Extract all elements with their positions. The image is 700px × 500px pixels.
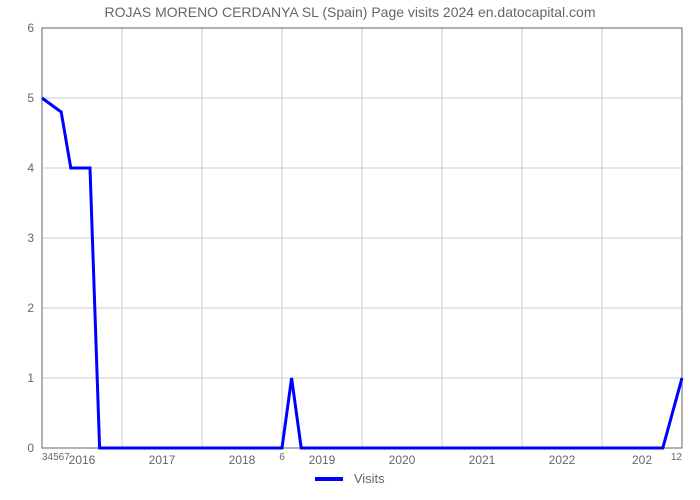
x-tick-label: 2021: [469, 453, 496, 467]
x-sub-mid: 6: [279, 452, 285, 463]
x-tick-label: 2020: [389, 453, 416, 467]
chart-plot: 0123456201620172018201920202021202220234…: [0, 0, 700, 500]
legend-swatch: [315, 477, 343, 481]
x-tick-label: 2022: [549, 453, 576, 467]
y-tick-label: 4: [27, 161, 34, 175]
x-tick-label: 2019: [309, 453, 336, 467]
x-tick-label: 2018: [229, 453, 256, 467]
y-tick-label: 1: [27, 371, 34, 385]
x-tick-label: 2016: [69, 453, 96, 467]
x-tick-label: 202: [632, 453, 652, 467]
x-corner-left: 34567: [42, 452, 70, 463]
y-tick-label: 2: [27, 301, 34, 315]
y-tick-label: 0: [27, 441, 34, 455]
legend-label: Visits: [354, 471, 385, 486]
chart-legend: Visits: [0, 470, 700, 488]
x-tick-label: 2017: [149, 453, 176, 467]
y-tick-label: 5: [27, 91, 34, 105]
y-tick-label: 6: [27, 21, 34, 35]
x-corner-right: 12: [671, 452, 683, 463]
chart-container: ROJAS MORENO CERDANYA SL (Spain) Page vi…: [0, 0, 700, 500]
y-tick-label: 3: [27, 231, 34, 245]
